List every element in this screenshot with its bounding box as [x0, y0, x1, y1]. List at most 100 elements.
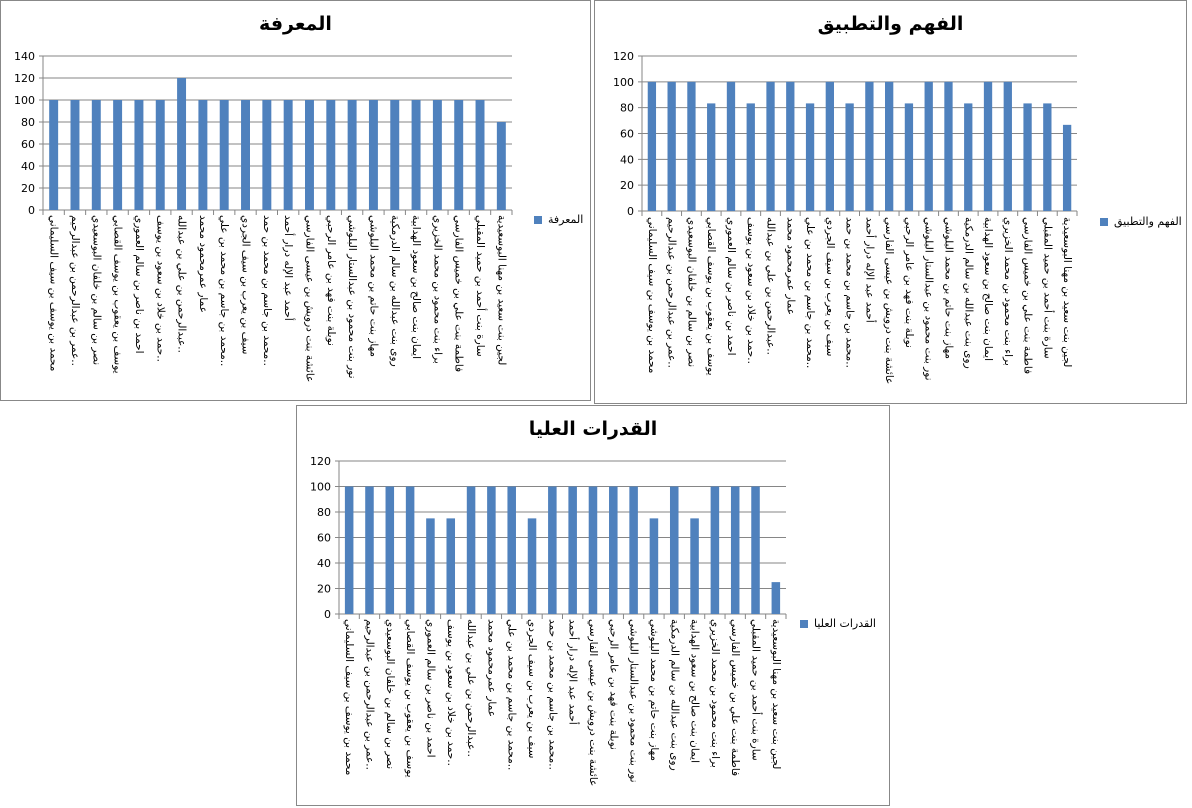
- legend-swatch: [534, 215, 542, 224]
- x-tick-label: نصر بن سالم بن خلفان البوسعيدي: [685, 217, 698, 368]
- x-tick-label: سيف بن يعرب بن سيف الجردي: [823, 217, 836, 357]
- y-tick-label: 20: [21, 182, 35, 195]
- x-tick-label: ايمان بنت صالح بن سعود الهدابية: [688, 619, 701, 763]
- x-tick-label: نوبلة بنت فهد بن عامر الرحبي: [607, 619, 620, 750]
- x-tick-label: سيف بن يعرب بن سيف الجردي: [526, 619, 539, 759]
- bar: [710, 486, 720, 614]
- x-tick-label: عائشة بنت درويش بن عيسى الفارسي: [586, 619, 599, 787]
- bar: [751, 486, 760, 614]
- bar: [347, 100, 357, 210]
- bar: [825, 81, 834, 211]
- x-tick-label: احمد بن ناصر بن سالم العموري: [424, 619, 437, 758]
- chart-title: الفهم والتطبيق: [817, 13, 964, 35]
- x-tick-label: روى بنت عبدالله بن سالم الدرمكية: [668, 619, 681, 771]
- chart-understanding-application: الفهم والتطبيق 0 20 40 60 80 100 120 محمد بن يو…: [594, 0, 1187, 404]
- y-tick-label: 100: [14, 94, 35, 107]
- y-tick-label: 0: [28, 204, 35, 217]
- bar: [771, 582, 781, 614]
- bar: [1003, 81, 1012, 211]
- bar: [865, 81, 874, 211]
- y-tick-label: 120: [14, 72, 35, 85]
- x-tick-label: سارة بنت أحمد بن حميد المقبلي: [474, 215, 487, 357]
- bar: [904, 103, 914, 211]
- bar: [1062, 124, 1072, 211]
- bar: [805, 103, 815, 211]
- bar: [944, 81, 953, 211]
- bar: [786, 81, 795, 211]
- bar: [548, 486, 557, 614]
- bar: [405, 486, 415, 614]
- x-tick-label: عمار عمرمحمود محمد: [485, 619, 498, 717]
- bar: [344, 486, 354, 614]
- bar: [707, 103, 716, 211]
- x-tick-label: مهاز بنت حاتم بن محمد البلوشي: [367, 215, 380, 358]
- bar: [134, 100, 144, 210]
- x-tick-label: محمد بن يوسف بن سيف السليماني: [47, 215, 60, 372]
- x-tick-label: محمد بن جاسم بن محمد بن حمد..: [546, 619, 559, 770]
- x-tick-label: احمد بن ناصر بن سالم العموري: [724, 217, 737, 356]
- x-tick-label: عمار عمرمحمود محمد: [784, 217, 797, 315]
- x-tick-label: روى بنت عبدالله بن سالم الدرمكية: [388, 215, 401, 367]
- x-tick-label: نور بنت محمود بن عبدالستار البلوشي: [922, 217, 935, 381]
- bar: [609, 486, 618, 614]
- bar: [241, 100, 250, 210]
- x-tick-label: احمد بن ناصر بن سالم العموري: [132, 215, 145, 354]
- x-tick-label: حمد بن خلاد بن سعود بن يوسف..: [154, 215, 167, 362]
- x-tick-label: براء بنت محمود بن محمد الخزيري: [708, 619, 721, 768]
- y-tick-label: 140: [14, 50, 35, 63]
- x-tick-label: أحمد عبد الإله درار أحمد: [282, 215, 295, 321]
- bar: [588, 486, 598, 614]
- chart-title: القدرات العليا: [528, 418, 658, 440]
- bar: [507, 486, 516, 614]
- y-tick-label: 80: [620, 102, 634, 115]
- y-tick-label: 20: [620, 179, 634, 192]
- bar: [411, 100, 421, 210]
- bar: [766, 81, 775, 211]
- bar: [432, 100, 442, 210]
- x-tick-label: عمار عمرمحمود محمد: [196, 215, 209, 313]
- x-tick-label: روى بنت عبدالله بن سالم الدرمكية: [962, 217, 975, 369]
- legend: الفهم والتطبيق: [1100, 215, 1182, 228]
- bar: [964, 103, 973, 211]
- plot-area: 0 20 40 60 80 100 120 140: [14, 50, 513, 217]
- y-tick-label: 40: [21, 160, 35, 173]
- x-tick-label: نصر بن سالم بن خلفان البوسعيدي: [90, 215, 103, 366]
- y-tick-label: 120: [613, 50, 634, 63]
- x-tick-label: سيف بن يعرب بن سيف الجردي: [239, 215, 252, 355]
- x-tick-label: مهاز بنت حاتم بن محمد البلوشي: [647, 619, 660, 762]
- y-tick-label: 80: [317, 506, 331, 519]
- x-tick-label: أحمد عبد الإله درار أحمد: [863, 217, 876, 323]
- bar: [91, 100, 101, 210]
- x-tick-label: محمد بن يوسف بن سيف السليماني: [645, 217, 658, 374]
- bar: [687, 81, 696, 211]
- bar: [475, 100, 485, 210]
- x-tick-label: نور بنت محمود بن عبدالستار البلوشي: [346, 215, 359, 379]
- bar: [368, 100, 378, 210]
- bar: [629, 486, 638, 614]
- x-tick-label: محمد بن جاسم بن محمد بن حمد..: [260, 215, 273, 366]
- bar: [283, 100, 293, 210]
- y-tick-label: 20: [317, 583, 331, 596]
- x-tick-label: سارة بنت أحمد بن حميد المقبلي: [749, 619, 762, 761]
- x-tick-label: حمد بن خلاد بن سعود بن يوسف..: [744, 217, 757, 364]
- plot-area: 0 20 40 60 80 100 120: [613, 50, 1078, 218]
- bar: [326, 100, 336, 210]
- bar: [305, 100, 314, 210]
- bar: [466, 486, 476, 614]
- legend: القدرات العليا: [800, 617, 876, 630]
- x-tick-label: عائشة بنت درويش بن عيسى الفارسي: [883, 217, 896, 385]
- bar: [198, 100, 208, 210]
- bar: [527, 518, 537, 614]
- x-tick-label: نوبلة بنت فهد بن عامر الرحبي: [324, 215, 337, 346]
- bar: [219, 100, 229, 210]
- legend-label: القدرات العليا: [814, 617, 876, 630]
- bar: [155, 100, 165, 210]
- bar: [365, 486, 374, 614]
- y-tick-label: 60: [21, 138, 35, 151]
- x-tick-label: يوسف بن يعقوب بن يوسف القصابي: [705, 217, 718, 376]
- x-tick-label: يوسف بن يعقوب بن يوسف القصابي: [404, 619, 417, 778]
- y-tick-label: 40: [317, 557, 331, 570]
- x-tick-label: لجين بنت سعيد بن مهنا البوسعيدية: [769, 619, 782, 770]
- x-tick-label: نصر بن سالم بن خلفان البوسعيدي: [383, 619, 396, 770]
- chart-knowledge: المعرفة 0 20 40 60 80 100 120 140 محمد بن يوسف ب…: [0, 0, 591, 401]
